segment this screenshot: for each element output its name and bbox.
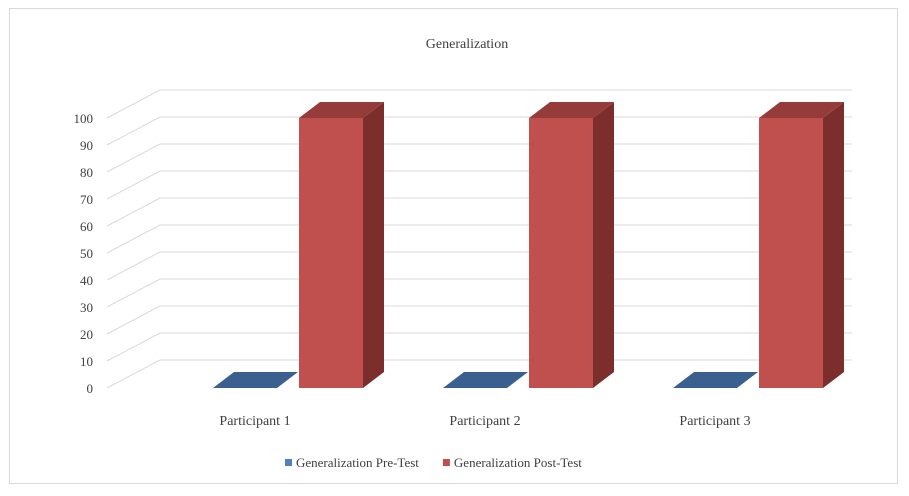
legend-label: Generalization Post-Test xyxy=(454,455,582,470)
bar-front xyxy=(529,118,593,388)
y-tick-label: 30 xyxy=(80,300,93,315)
legend-swatch xyxy=(442,459,450,466)
bar-pre-test xyxy=(213,372,298,388)
bar-post-test xyxy=(299,102,384,388)
grid-line xyxy=(106,332,852,362)
y-tick-label: 90 xyxy=(80,138,93,153)
bar-top xyxy=(299,102,384,118)
bar-pre-test xyxy=(443,372,528,388)
grid-line xyxy=(106,359,852,389)
y-tick-label: 0 xyxy=(87,381,94,396)
bar-pre-test xyxy=(673,372,758,388)
y-tick-label: 20 xyxy=(80,327,93,342)
y-tick-label: 60 xyxy=(80,219,93,234)
chart-title: Generalization xyxy=(426,37,508,52)
bar-post-test xyxy=(759,102,844,388)
y-tick-label: 70 xyxy=(80,192,93,207)
bar-top xyxy=(759,102,844,118)
x-category-label: Participant 1 xyxy=(219,414,290,429)
grid-line xyxy=(106,143,852,173)
grid-line xyxy=(106,116,852,146)
legend-label: Generalization Pre-Test xyxy=(296,455,419,470)
bar-post-test xyxy=(529,102,614,388)
chart-frame xyxy=(9,8,898,484)
bar-side xyxy=(823,102,844,388)
grid-line xyxy=(106,278,852,308)
bar-top xyxy=(529,102,614,118)
y-axis: 0 10 20 30 40 50 60 70 80 90 100 xyxy=(74,111,94,396)
grid-line xyxy=(106,170,852,200)
bar-side xyxy=(363,102,384,388)
bar-front xyxy=(299,118,363,388)
grid-line xyxy=(106,251,852,281)
grid-line xyxy=(106,224,852,254)
legend-swatch xyxy=(285,459,292,466)
bar-top xyxy=(443,372,528,388)
x-category-label: Participant 3 xyxy=(679,414,750,429)
bar-front xyxy=(759,118,823,388)
bar-top xyxy=(673,372,758,388)
grid-line xyxy=(106,305,852,335)
y-tick-label: 80 xyxy=(80,165,93,180)
y-tick-label: 40 xyxy=(80,273,93,288)
y-tick-label: 100 xyxy=(74,111,94,126)
x-category-label: Participant 2 xyxy=(449,414,520,429)
y-tick-label: 10 xyxy=(80,354,93,369)
bar-side xyxy=(593,102,614,388)
y-tick-label: 50 xyxy=(80,246,93,261)
grid-line xyxy=(106,89,852,119)
bar-top xyxy=(213,372,298,388)
grid-line xyxy=(106,197,852,227)
grid-lines xyxy=(106,89,852,389)
bars xyxy=(213,102,844,388)
x-axis: Participant 1 Participant 2 Participant 3 xyxy=(219,414,750,429)
legend: Generalization Pre-Test Generalization Po… xyxy=(285,455,582,470)
